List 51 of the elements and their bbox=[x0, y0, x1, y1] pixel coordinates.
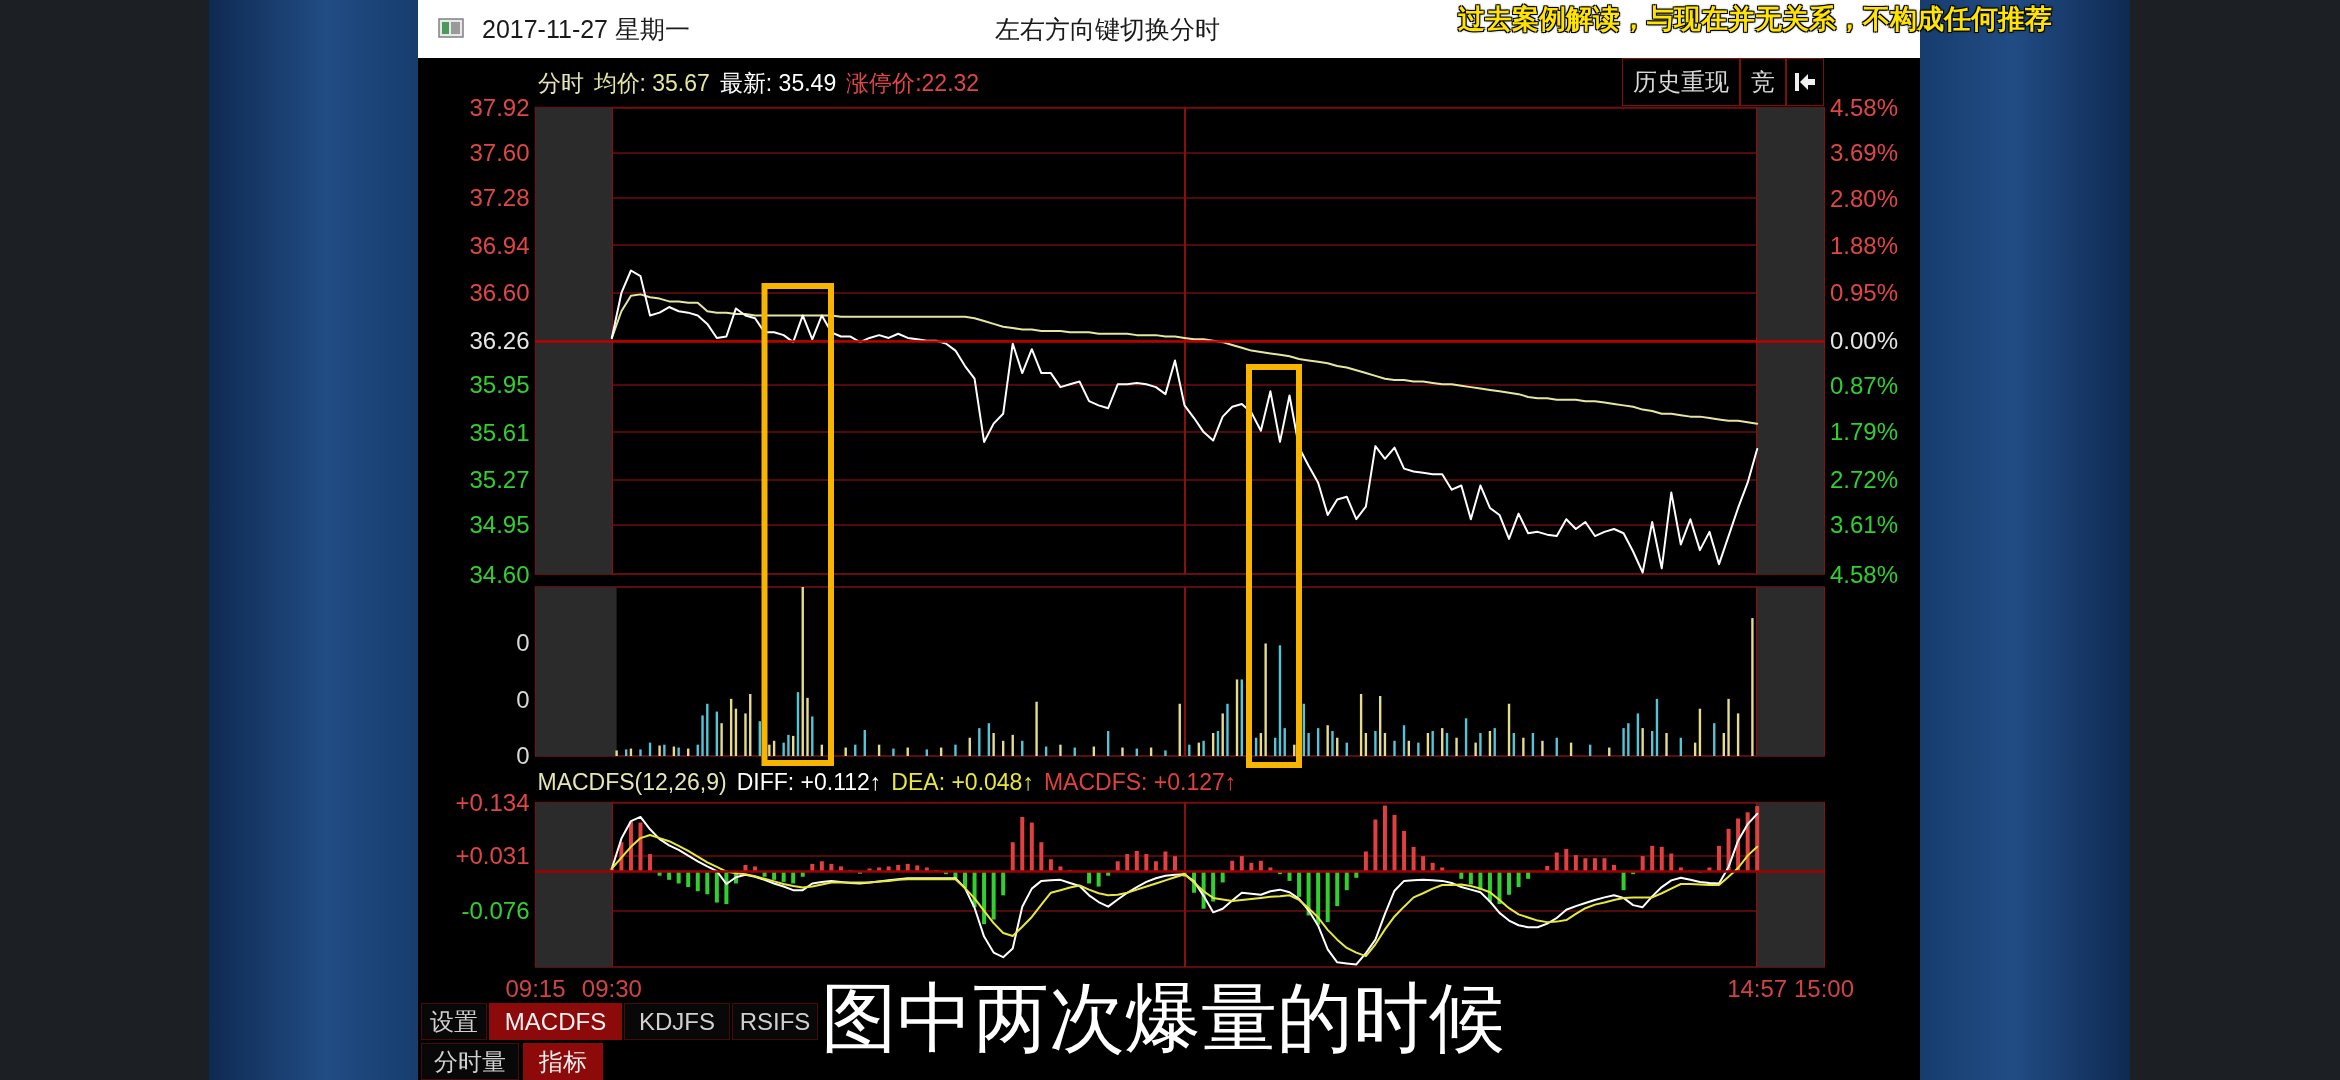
y-tick-label: 34.60 bbox=[469, 560, 530, 588]
text: 分时量 bbox=[421, 1043, 519, 1080]
text: 历史重现 bbox=[1622, 58, 1740, 106]
text: 0 bbox=[516, 629, 530, 658]
y2-tick-label: 0.87% bbox=[1830, 371, 1899, 399]
text: 左右方向键切换分时 bbox=[995, 14, 1220, 44]
y2-tick-label: 0.95% bbox=[1830, 278, 1899, 306]
y-tick-label: 36.94 bbox=[469, 231, 530, 259]
chart-title: MACDFS(12,26,9) bbox=[537, 768, 727, 796]
y-tick-label: 35.95 bbox=[469, 370, 530, 398]
text: MACDFS bbox=[489, 1003, 622, 1040]
text: 指标 bbox=[523, 1043, 603, 1080]
text: DEA: +0.048↑ bbox=[891, 768, 1034, 796]
text: 2017-11-27 星期一 bbox=[482, 14, 690, 44]
y-tick-label: -0.076 bbox=[461, 897, 530, 925]
text: 最新: 35.49 bbox=[719, 68, 837, 98]
text: 涨停价:22.32 bbox=[846, 68, 980, 98]
y-tick-label: 37.28 bbox=[469, 183, 530, 211]
text: 图中两次爆量的时候 bbox=[821, 975, 1505, 1060]
text: RSIFS bbox=[732, 1003, 818, 1040]
text: 均价: 35.67 bbox=[593, 68, 710, 98]
y2-tick-label: 2.72% bbox=[1830, 465, 1899, 493]
y2-tick-label: 2.80% bbox=[1830, 184, 1899, 212]
x-tick-label: 09:15 bbox=[505, 974, 566, 1002]
text: 竞 bbox=[1740, 58, 1786, 106]
y-tick-label: 34.95 bbox=[469, 511, 530, 539]
y-tick-label: 35.61 bbox=[469, 418, 530, 446]
text: 0 bbox=[516, 742, 530, 770]
y-tick-label: 37.60 bbox=[469, 138, 530, 166]
y-tick-label: +0.031 bbox=[455, 842, 530, 870]
y-tick-label: 36.26 bbox=[469, 327, 530, 355]
text: 设置 bbox=[421, 1003, 487, 1040]
x-tick-label: 09:30 bbox=[581, 974, 642, 1002]
y2-tick-label: 0.00% bbox=[1830, 327, 1899, 355]
y2-tick-label: 3.61% bbox=[1830, 511, 1899, 539]
y-tick-label: 36.60 bbox=[469, 279, 530, 307]
text: DIFF: +0.112↑ bbox=[736, 768, 882, 796]
text: 0 bbox=[516, 685, 530, 714]
chart-title: 分时 bbox=[537, 68, 584, 98]
y2-tick-label: 4.58% bbox=[1830, 94, 1899, 121]
x-tick-label: 14:57 bbox=[1727, 974, 1788, 1002]
x-tick-label: 15:00 bbox=[1793, 974, 1855, 1002]
y-tick-label: 37.92 bbox=[469, 94, 530, 121]
y-tick-label: 35.27 bbox=[469, 466, 530, 494]
y2-tick-label: 3.69% bbox=[1830, 139, 1899, 167]
series-label: MACDFS: +0.127↑ bbox=[1043, 768, 1237, 796]
y2-tick-label: 1.88% bbox=[1830, 231, 1899, 259]
y2-tick-label: 1.79% bbox=[1830, 418, 1899, 446]
y-tick-label: +0.134 bbox=[455, 789, 530, 816]
text: KDJFS bbox=[624, 1003, 730, 1040]
y2-tick-label: 4.58% bbox=[1830, 560, 1899, 588]
